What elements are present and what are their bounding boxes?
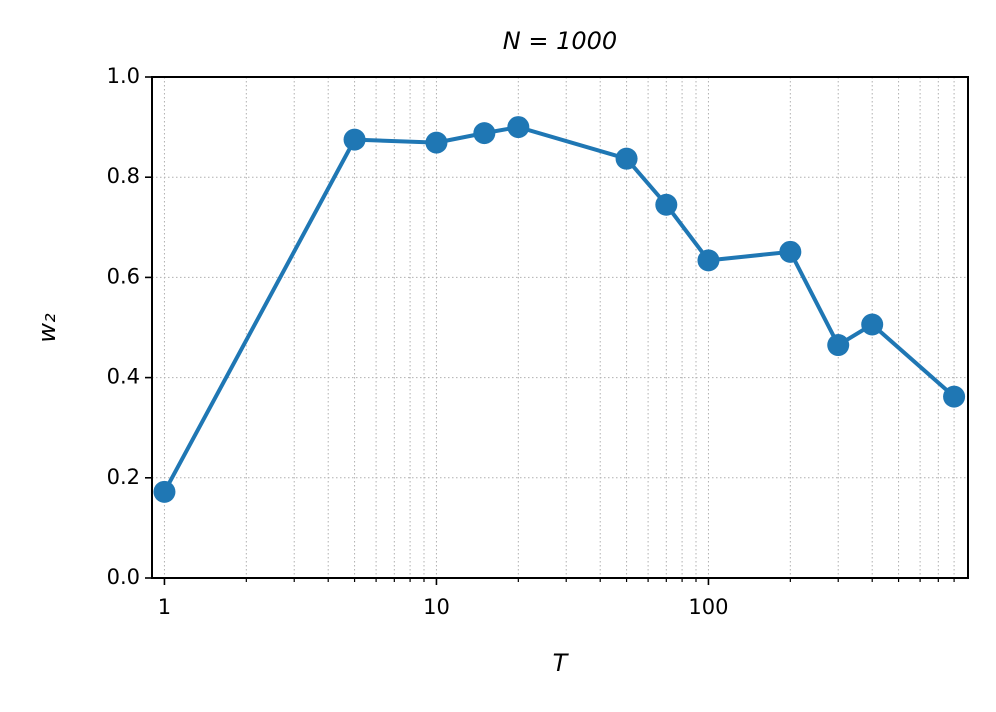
data-point (343, 128, 366, 151)
plot-frame (151, 76, 969, 579)
x-tick-label: 10 (423, 595, 450, 619)
y-tick-label: 1.0 (107, 64, 140, 88)
y-tick-label: 0.0 (107, 565, 140, 589)
data-point (473, 122, 496, 145)
y-axis-label: w₂ (33, 313, 61, 343)
data-point (655, 193, 678, 216)
data-point (827, 334, 850, 357)
y-tick-label: 0.2 (107, 465, 140, 489)
data-point (507, 116, 530, 139)
series-line (162, 125, 956, 493)
data-point (943, 385, 966, 408)
y-tick-label: 0.8 (107, 164, 140, 188)
data-point (779, 240, 802, 263)
data-point (425, 131, 448, 154)
chart-title: N = 1000 (503, 27, 617, 55)
x-tick-label: 100 (688, 595, 728, 619)
y-tick-label: 0.4 (107, 365, 140, 389)
data-point (697, 249, 720, 272)
x-axis-label: T (553, 649, 570, 677)
data-point (153, 480, 176, 503)
x-tick-label: 1 (158, 595, 171, 619)
data-point (615, 147, 638, 170)
y-tick-label: 0.6 (107, 264, 140, 288)
data-point (861, 313, 884, 336)
